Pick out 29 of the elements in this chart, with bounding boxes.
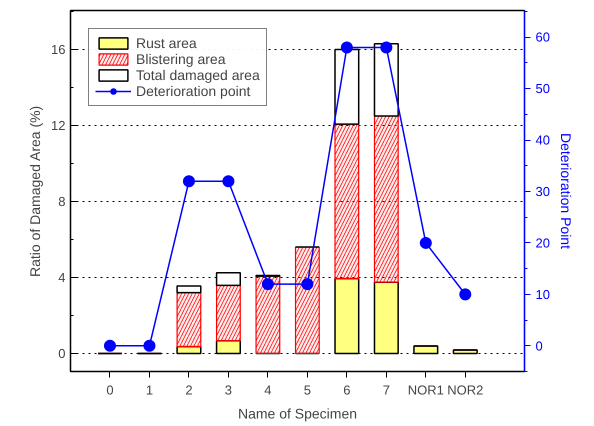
x-axis-title: Name of Specimen xyxy=(238,406,358,422)
y-tick-label: 8 xyxy=(58,194,66,209)
y-tick-label: 0 xyxy=(58,346,66,361)
x-tick-label: 5 xyxy=(304,382,311,398)
y2-tick-label: 0 xyxy=(536,338,543,354)
y2-tick-label: 60 xyxy=(536,30,550,45)
x-tick-label: NOR2 xyxy=(447,382,484,398)
x-tick-label: 4 xyxy=(264,382,272,398)
legend-label: Deterioration point xyxy=(136,83,250,99)
y-tick-label: 16 xyxy=(51,42,66,57)
x-tick-label: 0 xyxy=(106,382,114,398)
legend-label: Blistering area xyxy=(136,51,226,67)
y-tick-label: 4 xyxy=(58,270,66,285)
x-tick-label: 7 xyxy=(382,382,390,398)
x-tick-label: 6 xyxy=(343,382,350,398)
y2-tick-label: 40 xyxy=(536,132,550,148)
y2-tick-label: 50 xyxy=(536,81,550,96)
x-tick-label: 1 xyxy=(146,382,154,398)
y2-tick-label: 20 xyxy=(536,235,550,250)
y-axis-title: Ratio of Damaged Area (%) xyxy=(27,106,44,277)
y-tick-label: 12 xyxy=(51,118,66,133)
x-tick-label: 3 xyxy=(224,382,232,398)
y2-tick-label: 30 xyxy=(536,184,550,200)
legend-label: Total damaged area xyxy=(136,67,260,83)
legend-label: Rust area xyxy=(136,35,197,51)
y2-axis-title: Deterioration Point xyxy=(558,133,574,250)
x-tick-label: 2 xyxy=(185,382,193,398)
y2-tick-label: 10 xyxy=(536,286,550,302)
x-tick-label: NOR1 xyxy=(408,382,444,398)
